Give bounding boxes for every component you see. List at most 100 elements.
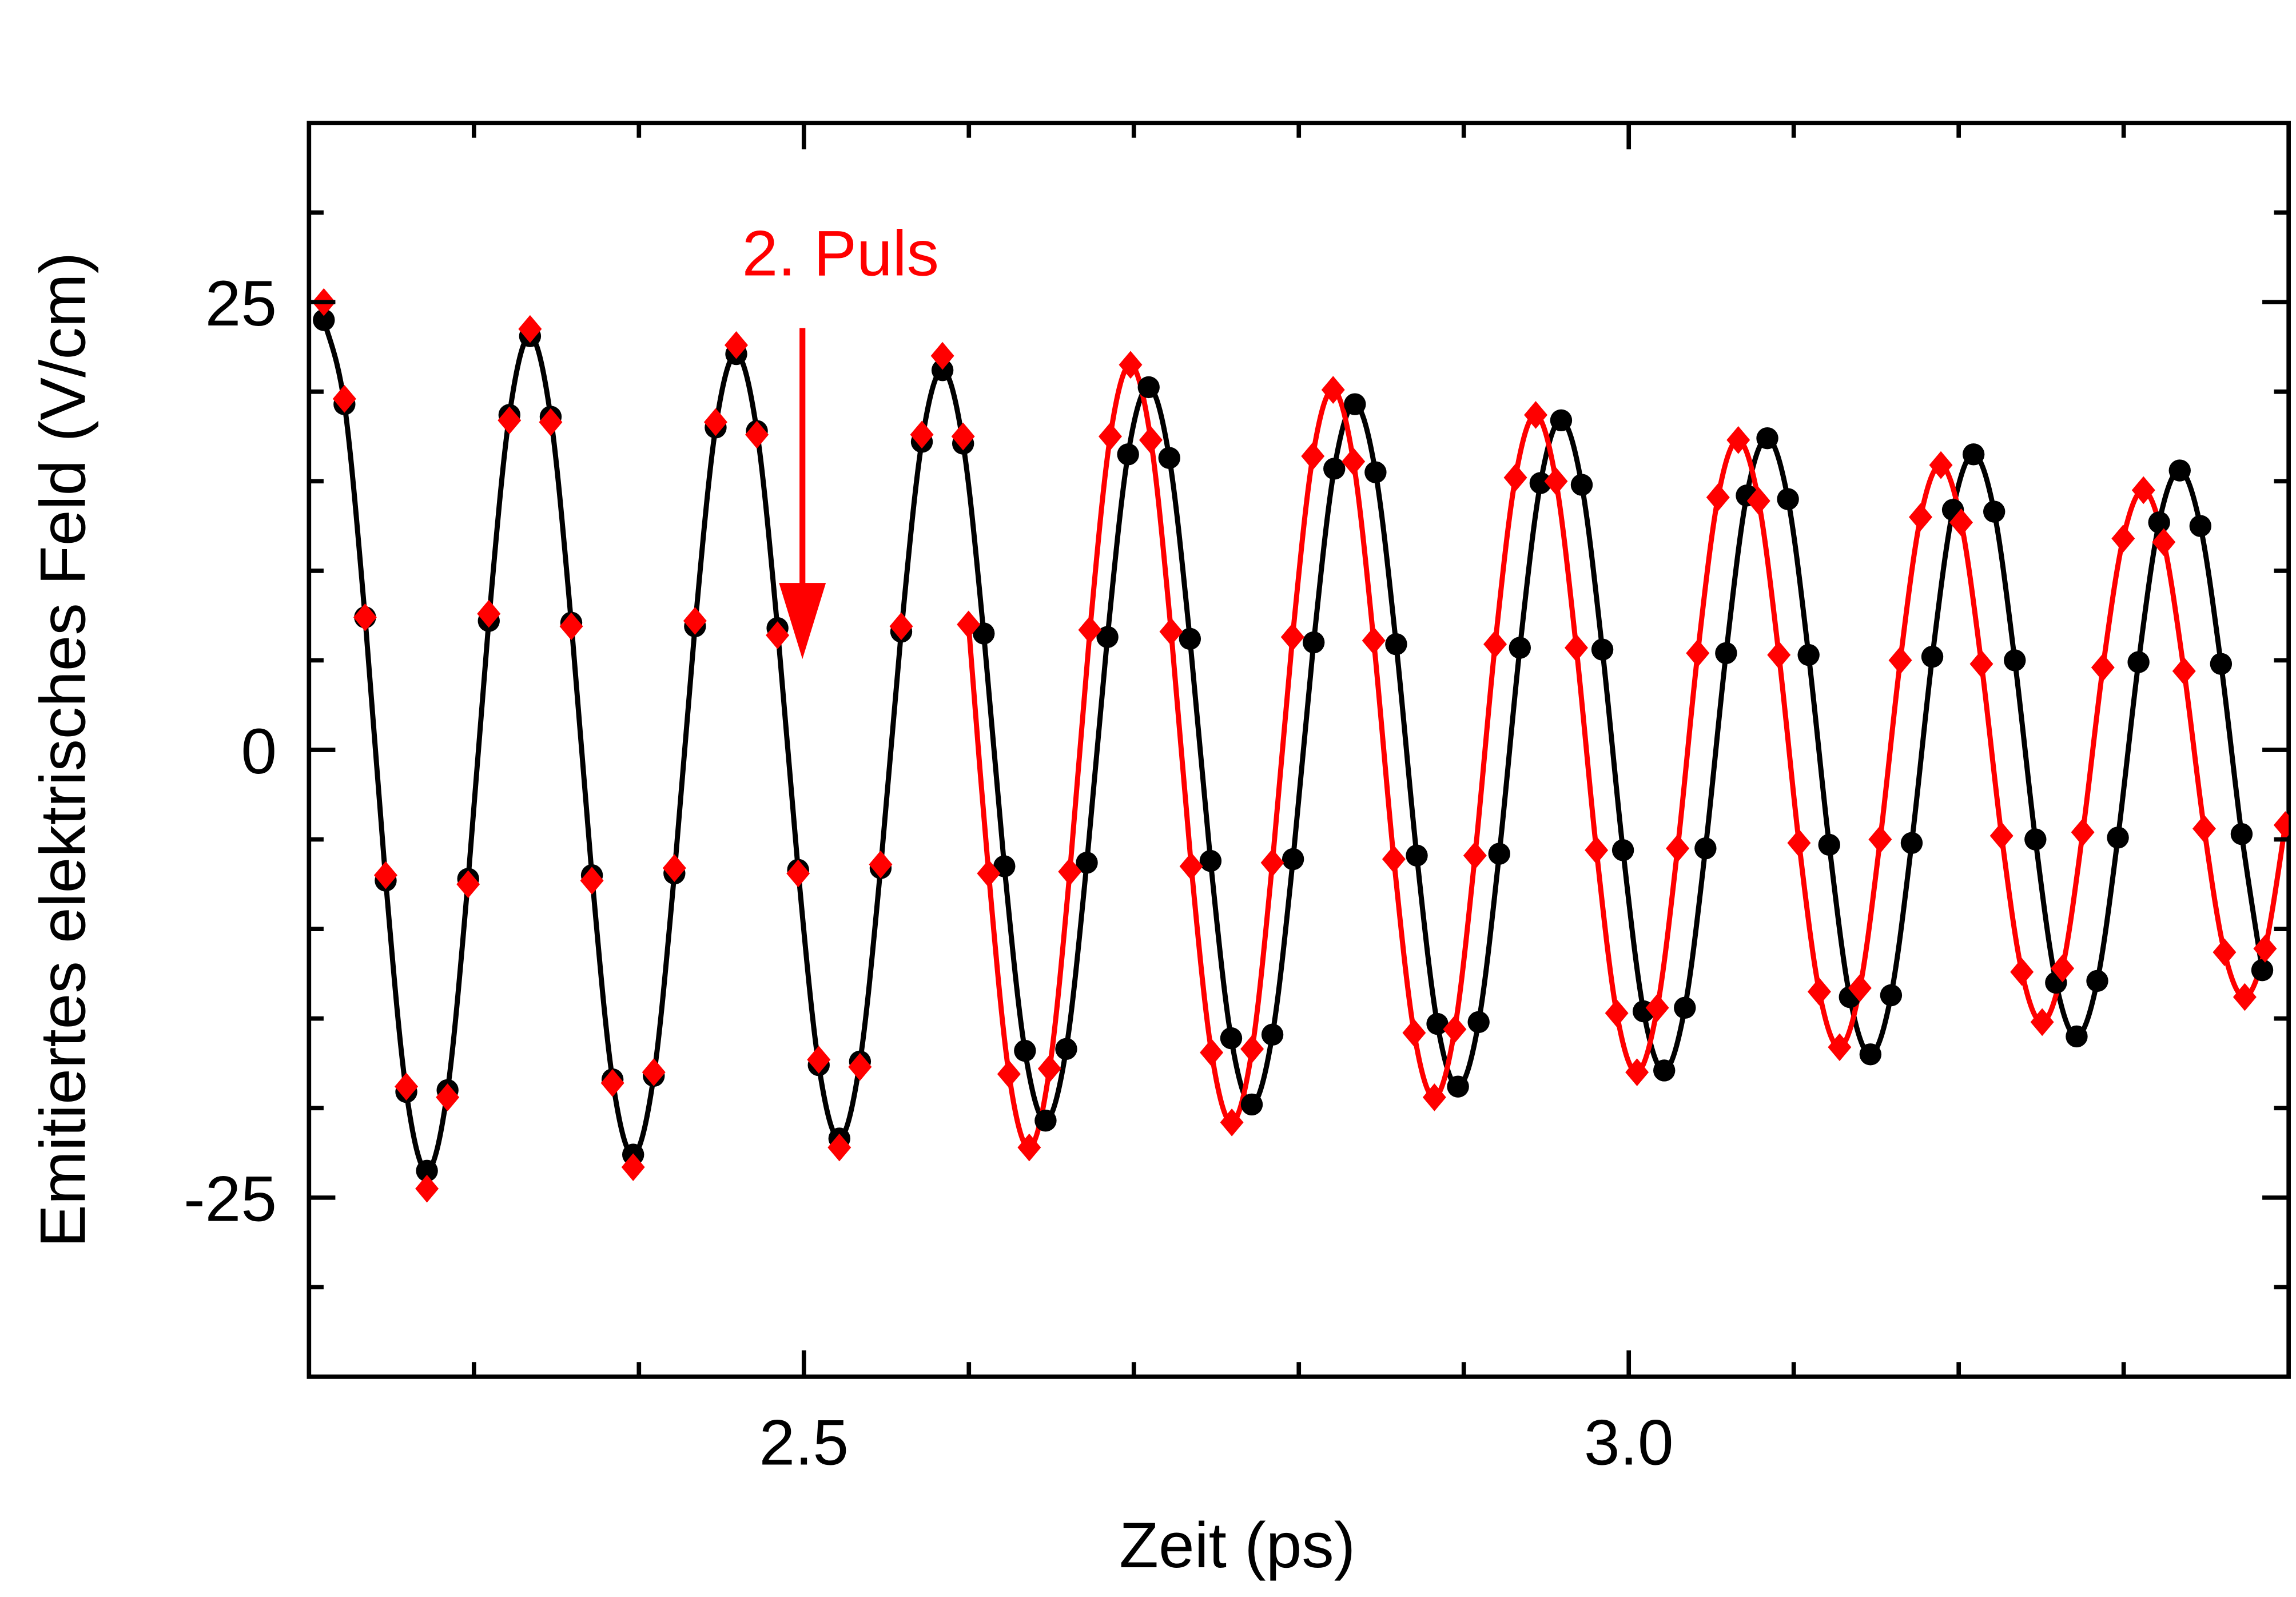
data-point — [2152, 528, 2176, 557]
data-point — [1139, 426, 1163, 454]
data-point — [1611, 839, 1634, 861]
data-point — [1529, 472, 1552, 494]
y-tick-label: 25 — [205, 267, 277, 339]
data-point — [2273, 811, 2289, 839]
data-point — [2071, 818, 2095, 847]
data-point — [1488, 843, 1510, 865]
data-point — [2066, 1025, 2088, 1048]
data-point — [1261, 1023, 1284, 1046]
axes: 2.5 3.0 -25 0 25 — [184, 123, 2289, 1479]
data-point — [2127, 651, 2150, 673]
data-point — [1715, 642, 1737, 665]
data-point — [1382, 845, 1406, 873]
data-point — [1220, 1108, 1244, 1137]
data-point — [2230, 823, 2253, 845]
data-point — [1385, 633, 1407, 656]
x-tick-label: 3.0 — [1584, 1407, 1674, 1479]
data-point — [1426, 1012, 1449, 1035]
data-point — [1137, 376, 1160, 399]
data-point — [1362, 626, 1386, 655]
data-point — [1564, 634, 1588, 662]
data-point — [477, 599, 501, 628]
data-point — [313, 309, 335, 331]
data-point — [1301, 442, 1325, 470]
data-point — [1544, 467, 1568, 495]
data-point — [1034, 1109, 1057, 1132]
y-axis-label: Emitiertes elektrisches Feld (V/cm) — [27, 252, 99, 1248]
data-point — [2233, 983, 2257, 1011]
data-point — [2086, 970, 2108, 992]
data-point — [1200, 1038, 1224, 1067]
data-point — [1969, 650, 1993, 678]
data-point — [1645, 994, 1669, 1022]
arrow-head — [779, 583, 826, 660]
data-point — [1240, 1093, 1263, 1116]
data-point — [1344, 393, 1366, 415]
data-point — [2051, 954, 2075, 983]
data-point — [1422, 1083, 1446, 1111]
data-point — [1240, 1035, 1264, 1063]
data-point — [2213, 938, 2237, 967]
y-tick-label: 0 — [241, 715, 277, 787]
data-point — [2189, 515, 2212, 537]
data-point — [1282, 848, 1304, 871]
data-point — [1055, 1038, 1077, 1060]
data-point — [1848, 974, 1872, 1002]
data-point — [1868, 825, 1892, 853]
data-point — [1756, 427, 1778, 450]
annotation-arrow — [779, 328, 826, 660]
data-point — [1686, 639, 1710, 668]
data-point — [1550, 409, 1573, 432]
data-point — [1078, 615, 1102, 644]
data-point — [1888, 646, 1912, 674]
data-point — [957, 610, 981, 639]
data-point — [2030, 1008, 2054, 1036]
data-point — [1828, 1033, 1852, 1062]
data-point — [1323, 458, 1346, 480]
data-point — [807, 1046, 831, 1074]
data-point — [1653, 1059, 1676, 1082]
annotation: 2. Puls — [742, 217, 939, 289]
data-point — [973, 622, 995, 645]
data-point — [539, 408, 563, 436]
data-point — [1666, 834, 1690, 863]
x-axis-label: Zeit (ps) — [1119, 1509, 1355, 1581]
plot-area — [312, 288, 2289, 1203]
data-point — [1746, 487, 1770, 515]
data-point — [786, 859, 810, 888]
data-point — [416, 1159, 438, 1182]
data-point — [766, 621, 790, 649]
data-point — [1570, 474, 1593, 496]
data-point — [931, 359, 954, 382]
data-point — [1674, 996, 1696, 1019]
data-point — [1807, 978, 1831, 1006]
data-point — [1509, 637, 1531, 659]
data-point — [456, 870, 480, 899]
data-point — [1158, 447, 1180, 469]
data-point — [869, 851, 893, 879]
data-point — [1406, 844, 1428, 867]
data-point — [2172, 657, 2196, 685]
data-point — [1777, 488, 1799, 510]
data-point — [1014, 1039, 1036, 1062]
data-point — [1503, 463, 1527, 492]
data-point — [2251, 959, 2274, 982]
data-point — [1767, 641, 1791, 669]
data-point — [2107, 827, 2129, 849]
data-point — [1402, 1019, 1426, 1047]
data-point — [2131, 476, 2155, 504]
data-point — [1260, 848, 1284, 877]
data-point — [1058, 857, 1082, 886]
data-point — [1787, 829, 1811, 857]
data-point — [1463, 841, 1487, 870]
data-point — [1443, 1015, 1467, 1043]
data-point — [1625, 1058, 1649, 1086]
data-point — [1900, 832, 1923, 855]
data-point — [1037, 1055, 1061, 1083]
data-point — [1099, 422, 1122, 451]
data-point — [1524, 401, 1547, 429]
data-point — [2192, 815, 2216, 843]
data-point — [1880, 984, 1903, 1007]
data-point — [997, 1060, 1021, 1088]
